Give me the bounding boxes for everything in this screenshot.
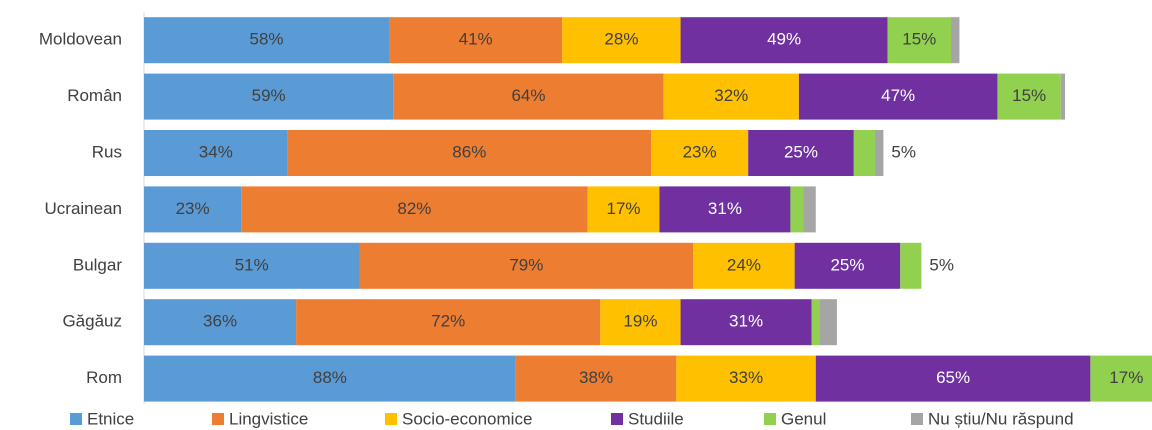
bar-segment [144, 17, 390, 64]
legend-label: Nu știu/Nu răspund [928, 409, 1074, 428]
bar-segment [693, 242, 795, 289]
bar-segment [359, 242, 694, 289]
data-label: 5% [891, 142, 916, 161]
bar-segment [853, 130, 875, 176]
bar-segment [798, 73, 998, 120]
bar-segment [393, 73, 664, 120]
data-label: 31% [708, 199, 742, 218]
data-label: 64% [511, 86, 545, 105]
data-label: 51% [235, 255, 269, 274]
bar-segment [587, 186, 660, 233]
legend-label: Etnice [87, 409, 134, 428]
category-label: Bulgar [73, 255, 122, 274]
bar-segment [874, 130, 884, 176]
data-label: 23% [683, 142, 717, 161]
bar-segment [144, 73, 394, 120]
legend-swatch [385, 413, 397, 425]
bar-segment [287, 130, 651, 176]
legend-swatch [70, 413, 82, 425]
data-label: 41% [459, 30, 493, 49]
category-label: Moldovean [39, 30, 122, 49]
legend-label: Lingvistice [229, 409, 308, 428]
bar-segment [790, 186, 804, 233]
bar-segment [663, 73, 799, 120]
bar-segment [144, 130, 288, 176]
data-label: 23% [176, 199, 210, 218]
data-label: 24% [727, 255, 761, 274]
bar-segment [676, 355, 816, 402]
bar-segment [600, 299, 681, 346]
data-label: 59% [252, 86, 286, 105]
bar-segment [803, 186, 816, 233]
data-label: 19% [623, 312, 657, 331]
bar-segment [562, 17, 681, 64]
data-label: 5% [929, 255, 954, 274]
data-label: 82% [397, 199, 431, 218]
data-label: 25% [830, 255, 864, 274]
data-label: 58% [250, 30, 284, 49]
bar-segment [144, 242, 360, 289]
legend-label: Studiile [628, 409, 684, 428]
data-label: 47% [881, 86, 915, 105]
data-label: 33% [729, 368, 763, 387]
category-label: Rus [92, 142, 122, 161]
legend-swatch [911, 413, 923, 425]
data-label: 86% [452, 142, 486, 161]
bar-segment [296, 299, 601, 346]
legend-swatch [212, 413, 224, 425]
bar-segment [820, 299, 837, 346]
bar-segment [241, 186, 588, 233]
data-label: 49% [767, 30, 801, 49]
data-label: 36% [203, 312, 237, 331]
bar-segment [815, 355, 1091, 402]
bar-segment [950, 17, 960, 64]
legend-swatch [764, 413, 776, 425]
data-label: 38% [579, 368, 613, 387]
bar-segment [659, 186, 791, 233]
data-label: 15% [902, 30, 936, 49]
data-label: 17% [607, 199, 641, 218]
data-label: 17% [1109, 368, 1143, 387]
bar-segment [144, 186, 242, 233]
data-label: 31% [729, 312, 763, 331]
bar-segment [389, 17, 563, 64]
data-label: 32% [714, 86, 748, 105]
data-label: 72% [431, 312, 465, 331]
bar-segment [144, 299, 297, 346]
data-label: 28% [604, 30, 638, 49]
bar-segment [651, 130, 749, 176]
bar-segment [811, 299, 820, 346]
category-label: Ucrainean [45, 199, 123, 218]
bar-segment [144, 355, 516, 402]
legend-label: Genul [781, 409, 826, 428]
category-label: Român [67, 86, 122, 105]
data-label: 79% [509, 255, 543, 274]
data-label: 88% [313, 368, 347, 387]
bar-segment [1060, 73, 1066, 120]
bar-segment [794, 242, 901, 289]
bar-segment [887, 17, 951, 64]
bar-segment [748, 130, 854, 176]
category-label: Găgăuz [62, 312, 122, 331]
bar-segment [997, 73, 1061, 120]
data-label: 65% [936, 368, 970, 387]
data-label: 25% [784, 142, 818, 161]
bar-segment [900, 242, 922, 289]
bar-segment [680, 299, 812, 346]
data-label: 15% [1012, 86, 1046, 105]
bar-segment [1090, 355, 1152, 402]
category-label: Rom [86, 368, 122, 387]
legend-swatch [611, 413, 623, 425]
bar-segment [515, 355, 677, 402]
bar-segment [680, 17, 888, 64]
legend-label: Socio-economice [402, 409, 532, 428]
data-label: 34% [199, 142, 233, 161]
